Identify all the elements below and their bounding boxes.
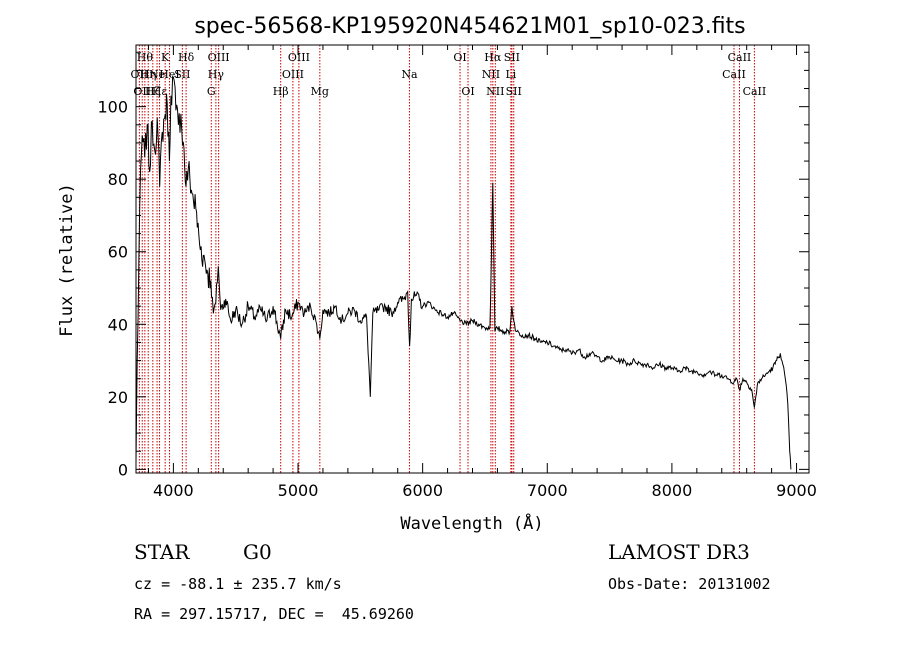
x-tick-label: 6000 [402,481,443,500]
observation-date: Obs-Date: 20131002 [608,575,771,593]
plot-frame [135,44,810,474]
y-axis-label: Flux (relative) [57,183,77,337]
spectral-line-label: Ne [149,68,165,81]
coordinates-readout: RA = 297.15717, DEC = 45.69260 [134,605,414,623]
chart-title: spec-56568-KP195920N454621M01_sp10-023.f… [194,14,745,39]
spectral-line-label: Hη [140,68,156,81]
x-tick-label: 5000 [278,481,319,500]
spectral-line-label: OI [453,51,466,64]
spectral-line-label: Mg [311,85,329,98]
x-tick-label: 8000 [652,481,693,500]
spectral-line-label: NII [482,68,500,81]
spectral-line-markers [138,45,755,473]
spectral-line-label: HeI [159,68,179,81]
spectral-line-label: OIII [288,51,310,64]
spectral-line-label: G [207,85,216,98]
y-tick-label: 0 [118,460,128,479]
spectral-line-label: SII [174,68,190,81]
object-class: STAR [134,540,190,564]
spectral-line-label: SII [504,51,520,64]
spectral-line-label: Hε [152,85,168,98]
spectral-line-label: CaII [743,85,767,98]
spectral-line-label: Li [505,68,516,81]
spectral-line-label: NII [486,85,504,98]
survey-name: LAMOST DR3 [608,540,750,564]
spectral-line-label: Na [401,68,418,81]
spectral-line-label: CaII [728,51,752,64]
x-tick-label: 9000 [776,481,817,500]
x-axis-label: Wavelength (Å) [400,512,543,534]
spectral-line-label: SII [506,85,522,98]
spectral-line-labels: OIIOIIHθHηHζNeHεKHeISIIHδGHγOIIIHβOIIIOI… [131,51,767,98]
x-tick-label: 7000 [527,481,568,500]
y-tick-label: 60 [108,243,128,262]
redshift-readout: cz = -88.1 ± 235.7 km/s [134,575,342,593]
spectral-line-label: CaII [722,68,746,81]
spectral-line-label: Hγ [208,68,225,81]
spectral-line-label: OI [461,85,474,98]
spectral-line-label: Hβ [273,85,289,98]
spectral-line-label: OIII [208,51,230,64]
spectral-line-label: Hθ [137,51,154,64]
axis-tick-labels: 4000 5000 6000 7000 8000 9000 0 20 40 60 80 100 [97,98,816,500]
spectral-line-label: Hζ [145,85,161,98]
spectrum-series-line [135,75,792,470]
y-tick-label: 80 [108,170,128,189]
y-tick-label: 100 [97,98,128,117]
spectral-line-label: OIII [282,68,304,81]
spectral-line-label: Hα [484,51,502,64]
object-subclass: G0 [243,540,272,564]
x-tick-label: 4000 [153,481,194,500]
y-tick-label: 20 [108,388,128,407]
spectral-line-label: K [161,51,170,64]
spectral-line-label: Hδ [178,51,195,64]
y-tick-label: 40 [108,315,128,334]
axis-ticks [136,45,809,473]
spectral-line-label: OII [131,68,149,81]
